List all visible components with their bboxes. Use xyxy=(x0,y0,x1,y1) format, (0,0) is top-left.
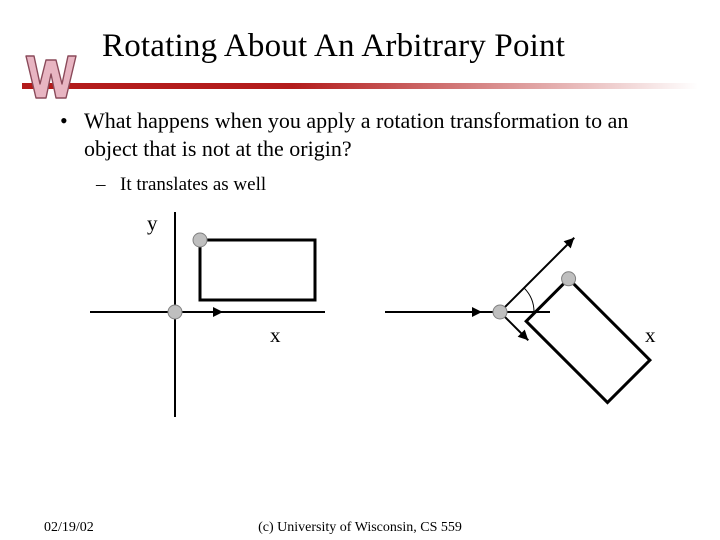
wisconsin-w-logo-icon xyxy=(22,50,80,104)
slide-title: Rotating About An Arbitrary Point xyxy=(102,28,700,65)
svg-text:x: x xyxy=(645,323,656,347)
slide-header: Rotating About An Arbitrary Point xyxy=(0,0,720,73)
slide-body: What happens when you apply a rotation t… xyxy=(0,89,720,432)
svg-text:y: y xyxy=(147,211,158,235)
bullet-level-2: It translates as well xyxy=(96,174,686,196)
diagram-area: y x x xyxy=(60,202,686,432)
footer-copyright: (c) University of Wisconsin, CS 559 xyxy=(0,520,720,536)
rotation-diagram: y x x xyxy=(60,202,680,432)
svg-text:x: x xyxy=(270,323,281,347)
slide: { "title": "Rotating About An Arbitrary … xyxy=(0,0,720,540)
bullet-level-1: What happens when you apply a rotation t… xyxy=(60,107,686,162)
